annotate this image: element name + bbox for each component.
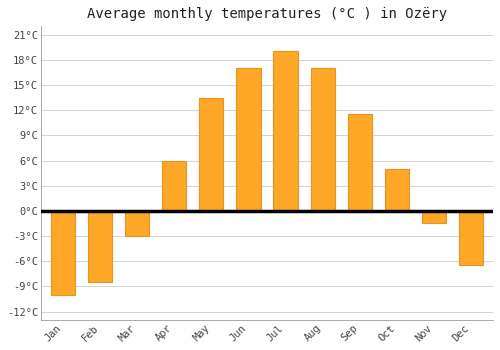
Bar — [310, 68, 334, 211]
Bar — [274, 51, 297, 211]
Bar — [162, 161, 186, 211]
Bar — [200, 98, 224, 211]
Title: Average monthly temperatures (°C ) in Ozëry: Average monthly temperatures (°C ) in Oz… — [87, 7, 447, 21]
Bar — [384, 169, 409, 211]
Bar — [51, 211, 75, 295]
Bar — [126, 211, 150, 236]
Bar — [422, 211, 446, 223]
Bar — [88, 211, 112, 282]
Bar — [348, 114, 372, 211]
Bar — [459, 211, 483, 265]
Bar — [236, 68, 260, 211]
